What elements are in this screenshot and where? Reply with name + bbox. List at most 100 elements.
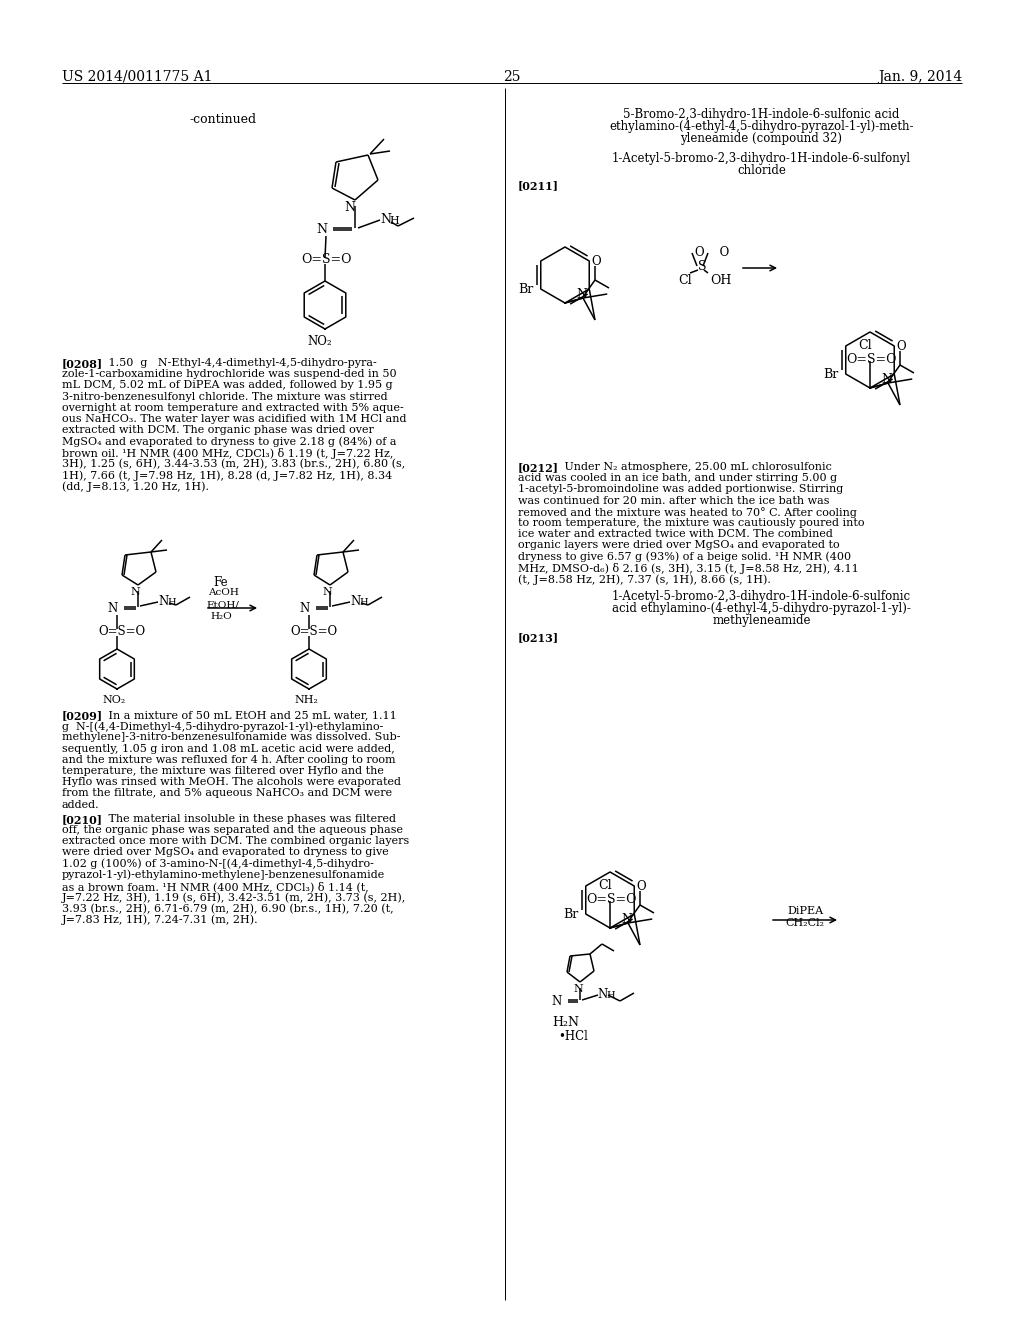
Text: 1H), 7.66 (t, J=7.98 Hz, 1H), 8.28 (d, J=7.82 Hz, 1H), 8.34: 1H), 7.66 (t, J=7.98 Hz, 1H), 8.28 (d, J… xyxy=(62,470,392,480)
Text: O: O xyxy=(636,880,645,894)
Text: N: N xyxy=(316,223,327,236)
Text: H₂O: H₂O xyxy=(210,612,231,620)
Text: pyrazol-1-yl)-ethylamino-methylene]-benzenesulfonamide: pyrazol-1-yl)-ethylamino-methylene]-benz… xyxy=(62,870,385,880)
Text: AcOH: AcOH xyxy=(208,587,239,597)
Text: US 2014/0011775 A1: US 2014/0011775 A1 xyxy=(62,70,213,84)
Text: N: N xyxy=(551,995,561,1008)
Text: N: N xyxy=(380,213,391,226)
Text: from the filtrate, and 5% aqueous NaHCO₃ and DCM were: from the filtrate, and 5% aqueous NaHCO₃… xyxy=(62,788,392,799)
Text: O=S=O: O=S=O xyxy=(98,624,145,638)
Text: N: N xyxy=(597,987,607,1001)
Text: temperature, the mixture was filtered over Hyflo and the: temperature, the mixture was filtered ov… xyxy=(62,766,384,776)
Text: Cl: Cl xyxy=(858,339,871,352)
Text: Hyflo was rinsed with MeOH. The alcohols were evaporated: Hyflo was rinsed with MeOH. The alcohols… xyxy=(62,777,401,787)
Text: CH₂Cl₂: CH₂Cl₂ xyxy=(785,917,824,928)
Text: Br: Br xyxy=(519,282,534,296)
Text: S: S xyxy=(697,260,707,273)
Text: O=S=O: O=S=O xyxy=(290,624,337,638)
Text: -continued: -continued xyxy=(190,114,257,125)
Text: 3.93 (br.s., 2H), 6.71-6.79 (m, 2H), 6.90 (br.s., 1H), 7.20 (t,: 3.93 (br.s., 2H), 6.71-6.79 (m, 2H), 6.9… xyxy=(62,903,393,913)
Text: OH: OH xyxy=(710,275,731,286)
Text: N: N xyxy=(577,288,588,301)
Text: The material insoluble in these phases was filtered: The material insoluble in these phases w… xyxy=(105,814,396,824)
Text: 1-Acetyl-5-bromo-2,3-dihydro-1H-indole-6-sulfonyl: 1-Acetyl-5-bromo-2,3-dihydro-1H-indole-6… xyxy=(612,152,911,165)
Text: N: N xyxy=(130,587,140,597)
Text: O: O xyxy=(591,255,601,268)
Text: NO₂: NO₂ xyxy=(307,335,333,348)
Text: to room temperature, the mixture was cautiously poured into: to room temperature, the mixture was cau… xyxy=(518,517,864,528)
Text: acid was cooled in an ice bath, and under stirring 5.00 g: acid was cooled in an ice bath, and unde… xyxy=(518,473,838,483)
Text: ous NaHCO₃. The water layer was acidified with 1M HCl and: ous NaHCO₃. The water layer was acidifie… xyxy=(62,414,407,424)
Text: J=7.22 Hz, 3H), 1.19 (s, 6H), 3.42-3.51 (m, 2H), 3.73 (s, 2H),: J=7.22 Hz, 3H), 1.19 (s, 6H), 3.42-3.51 … xyxy=(62,892,407,903)
Text: EtOH/: EtOH/ xyxy=(206,601,239,609)
Text: Under N₂ atmosphere, 25.00 mL chlorosulfonic: Under N₂ atmosphere, 25.00 mL chlorosulf… xyxy=(561,462,831,473)
Text: extracted with DCM. The organic phase was dried over: extracted with DCM. The organic phase wa… xyxy=(62,425,374,436)
Text: 1.50  g   N-Ethyl-4,4-dimethyl-4,5-dihydro-pyra-: 1.50 g N-Ethyl-4,4-dimethyl-4,5-dihydro-… xyxy=(105,358,377,368)
Text: yleneamide (compound 32): yleneamide (compound 32) xyxy=(681,132,843,145)
Text: Fe: Fe xyxy=(213,576,227,589)
Text: 3-nitro-benzenesulfonyl chloride. The mixture was stirred: 3-nitro-benzenesulfonyl chloride. The mi… xyxy=(62,392,388,401)
Text: [0209]: [0209] xyxy=(62,710,103,721)
Text: O=S=O: O=S=O xyxy=(846,352,896,366)
Text: Br: Br xyxy=(564,908,579,921)
Text: H₂N: H₂N xyxy=(552,1016,579,1030)
Text: as a brown foam. ¹H NMR (400 MHz, CDCl₃) δ 1.14 (t,: as a brown foam. ¹H NMR (400 MHz, CDCl₃)… xyxy=(62,880,369,892)
Text: mL DCM, 5.02 mL of DiPEA was added, followed by 1.95 g: mL DCM, 5.02 mL of DiPEA was added, foll… xyxy=(62,380,392,391)
Text: NH₂: NH₂ xyxy=(294,696,317,705)
Text: [0210]: [0210] xyxy=(62,814,103,825)
Text: extracted once more with DCM. The combined organic layers: extracted once more with DCM. The combin… xyxy=(62,836,410,846)
Text: and the mixture was refluxed for 4 h. After cooling to room: and the mixture was refluxed for 4 h. Af… xyxy=(62,755,395,764)
Text: DiPEA: DiPEA xyxy=(786,906,823,916)
Text: [0208]: [0208] xyxy=(62,358,103,370)
Text: J=7.83 Hz, 1H), 7.24-7.31 (m, 2H).: J=7.83 Hz, 1H), 7.24-7.31 (m, 2H). xyxy=(62,915,259,925)
Text: organic layers were dried over MgSO₄ and evaporated to: organic layers were dried over MgSO₄ and… xyxy=(518,540,840,550)
Text: sequently, 1.05 g iron and 1.08 mL acetic acid were added,: sequently, 1.05 g iron and 1.08 mL aceti… xyxy=(62,743,394,754)
Text: MHz, DMSO-d₆) δ 2.16 (s, 3H), 3.15 (t, J=8.58 Hz, 2H), 4.11: MHz, DMSO-d₆) δ 2.16 (s, 3H), 3.15 (t, J… xyxy=(518,562,859,574)
Text: N: N xyxy=(323,587,332,597)
Text: (t, J=8.58 Hz, 2H), 7.37 (s, 1H), 8.66 (s, 1H).: (t, J=8.58 Hz, 2H), 7.37 (s, 1H), 8.66 (… xyxy=(518,574,771,585)
Text: Cl: Cl xyxy=(598,879,611,892)
Text: methyleneamide: methyleneamide xyxy=(713,614,811,627)
Text: ethylamino-(4-ethyl-4,5-dihydro-pyrazol-1-yl)-meth-: ethylamino-(4-ethyl-4,5-dihydro-pyrazol-… xyxy=(609,120,913,133)
Text: N: N xyxy=(106,602,118,615)
Text: 3H), 1.25 (s, 6H), 3.44-3.53 (m, 2H), 3.83 (br.s., 2H), 6.80 (s,: 3H), 1.25 (s, 6H), 3.44-3.53 (m, 2H), 3.… xyxy=(62,459,406,469)
Text: 1.02 g (100%) of 3-amino-N-[(4,4-dimethyl-4,5-dihydro-: 1.02 g (100%) of 3-amino-N-[(4,4-dimethy… xyxy=(62,858,374,869)
Text: ice water and extracted twice with DCM. The combined: ice water and extracted twice with DCM. … xyxy=(518,529,833,539)
Text: MgSO₄ and evaporated to dryness to give 2.18 g (84%) of a: MgSO₄ and evaporated to dryness to give … xyxy=(62,437,396,447)
Text: 1-Acetyl-5-bromo-2,3-dihydro-1H-indole-6-sulfonic: 1-Acetyl-5-bromo-2,3-dihydro-1H-indole-6… xyxy=(612,590,911,603)
Text: was continued for 20 min. after which the ice bath was: was continued for 20 min. after which th… xyxy=(518,495,829,506)
Text: acid ethylamino-(4-ethyl-4,5-dihydro-pyrazol-1-yl)-: acid ethylamino-(4-ethyl-4,5-dihydro-pyr… xyxy=(612,602,911,615)
Text: NO₂: NO₂ xyxy=(102,696,126,705)
Text: O    O: O O xyxy=(695,246,729,259)
Text: O=S=O: O=S=O xyxy=(301,253,351,267)
Text: Cl: Cl xyxy=(678,275,691,286)
Text: (dd, J=8.13, 1.20 Hz, 1H).: (dd, J=8.13, 1.20 Hz, 1H). xyxy=(62,482,209,492)
Text: N: N xyxy=(158,595,168,609)
Text: Br: Br xyxy=(823,368,839,381)
Text: N: N xyxy=(350,595,360,609)
Text: O: O xyxy=(896,341,905,352)
Text: 1-acetyl-5-bromoindoline was added portionwise. Stirring: 1-acetyl-5-bromoindoline was added porti… xyxy=(518,484,843,495)
Text: H: H xyxy=(167,598,176,607)
Text: zole-1-carboxamidine hydrochloride was suspend-ded in 50: zole-1-carboxamidine hydrochloride was s… xyxy=(62,370,396,379)
Text: were dried over MgSO₄ and evaporated to dryness to give: were dried over MgSO₄ and evaporated to … xyxy=(62,847,389,858)
Text: overnight at room temperature and extracted with 5% aque-: overnight at room temperature and extrac… xyxy=(62,403,403,413)
Text: N: N xyxy=(344,201,355,214)
Text: N: N xyxy=(622,913,633,927)
Text: N: N xyxy=(573,983,583,994)
Text: g  N-[(4,4-Dimethyl-4,5-dihydro-pyrazol-1-yl)-ethylamino-: g N-[(4,4-Dimethyl-4,5-dihydro-pyrazol-1… xyxy=(62,721,383,731)
Text: chloride: chloride xyxy=(737,164,786,177)
Text: H: H xyxy=(606,991,614,1001)
Text: methylene]-3-nitro-benzenesulfonamide was dissolved. Sub-: methylene]-3-nitro-benzenesulfonamide wa… xyxy=(62,733,400,742)
Text: [0212]: [0212] xyxy=(518,462,559,473)
Text: brown oil. ¹H NMR (400 MHz, CDCl₃) δ 1.19 (t, J=7.22 Hz,: brown oil. ¹H NMR (400 MHz, CDCl₃) δ 1.1… xyxy=(62,447,393,458)
Text: •HCl: •HCl xyxy=(558,1030,588,1043)
Text: [0211]: [0211] xyxy=(518,180,559,191)
Text: N: N xyxy=(299,602,309,615)
Text: O=S=O: O=S=O xyxy=(586,894,637,906)
Text: In a mixture of 50 mL EtOH and 25 mL water, 1.11: In a mixture of 50 mL EtOH and 25 mL wat… xyxy=(105,710,396,719)
Text: removed and the mixture was heated to 70° C. After cooling: removed and the mixture was heated to 70… xyxy=(518,507,857,517)
Text: dryness to give 6.57 g (93%) of a beige solid. ¹H NMR (400: dryness to give 6.57 g (93%) of a beige … xyxy=(518,552,851,562)
Text: 5-Bromo-2,3-dihydro-1H-indole-6-sulfonic acid: 5-Bromo-2,3-dihydro-1H-indole-6-sulfonic… xyxy=(624,108,900,121)
Text: off, the organic phase was separated and the aqueous phase: off, the organic phase was separated and… xyxy=(62,825,403,836)
